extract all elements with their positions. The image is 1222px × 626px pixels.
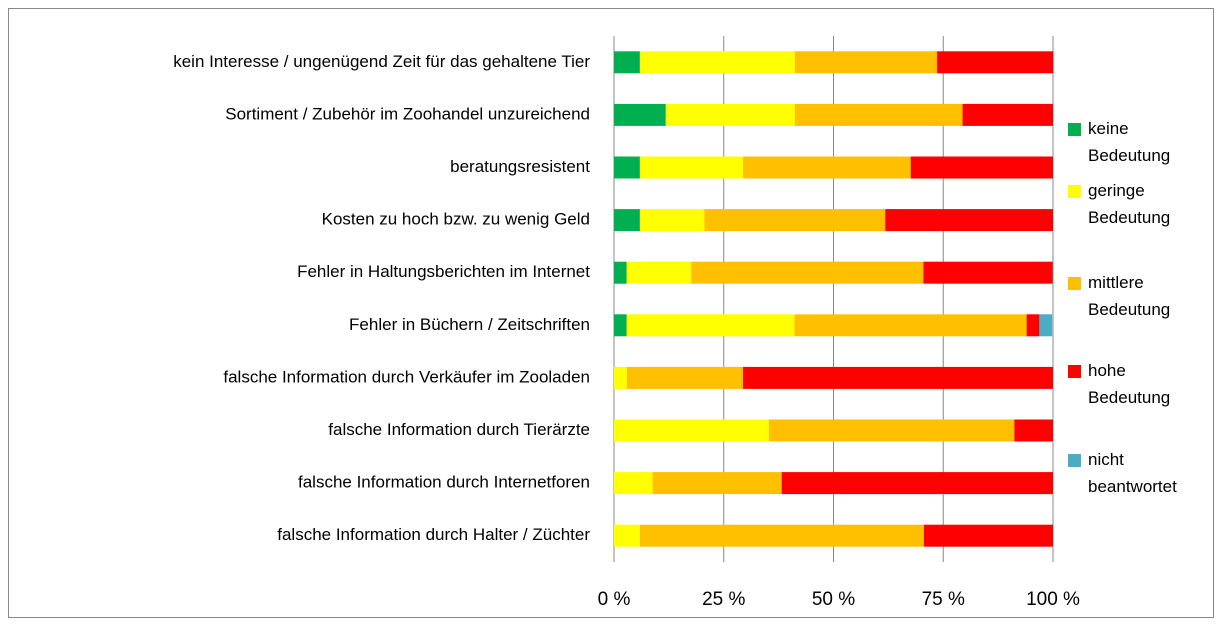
legend-swatch [1068,123,1081,136]
bar-segment [1026,314,1040,337]
bar-segment [1039,314,1053,337]
bar-segment [665,103,795,126]
bar-segment [614,314,627,337]
x-tick-label: 50 % [812,589,855,610]
legend-label: keine Bedeutung [1088,119,1170,165]
bar-segment [768,419,1015,442]
bar-segment [652,472,782,495]
y-tick-label: Kosten zu hoch bzw. zu wenig Geld [322,210,590,229]
y-tick-label: falsche Information durch Internetforen [298,473,590,492]
bar-segment [614,524,640,547]
bar-segment [923,261,1053,284]
x-tick-label: 100 % [1026,589,1080,610]
bar-segment [794,51,938,74]
y-tick-label: falsche Information durch Verkäufer im Z… [223,367,590,386]
x-tick-label: 75 % [922,589,965,610]
bar-segment [626,314,795,337]
bar-segment [923,524,1053,547]
y-tick-label: falsche Information durch Halter / Zücht… [277,525,590,544]
bar-segment [639,524,924,547]
bar-segment [614,419,769,442]
y-tick-label: falsche Information durch Tierärzte [328,420,590,439]
legend-swatch [1068,277,1081,290]
bar-segment [614,103,666,126]
bar-segment [614,472,653,495]
y-tick-label: beratungsresistent [450,157,590,176]
bar-segment [743,156,911,179]
bar-segment [639,51,795,74]
bar-segment [626,366,744,389]
x-tick-label: 0 % [598,589,631,610]
bar-segment [743,366,1053,389]
legend-swatch [1068,365,1081,378]
bar-segment [962,103,1053,126]
bar-segment [794,103,963,126]
bar-segment [614,156,640,179]
bar-segment [614,261,627,284]
y-tick-label: Fehler in Haltungsberichten im Internet [297,262,590,281]
bar-segment [1014,419,1053,442]
legend-label: hohe Bedeutung [1088,361,1170,407]
bar-segment [639,156,744,179]
legend-swatch [1068,185,1081,198]
bar-segment [691,261,924,284]
y-tick-label: Fehler in Büchern / Zeitschriften [349,315,590,334]
bar-segment [910,156,1053,179]
bar-segment [781,472,1053,495]
bar-segment [794,314,1027,337]
bar-segment [614,209,640,232]
y-tick-label: kein Interesse / ungenügend Zeit für das… [173,52,590,71]
y-tick-label: Sortiment / Zubehör im Zoohandel unzurei… [225,104,590,123]
legend-swatch [1068,454,1081,467]
bar-segment [639,209,705,232]
bar-segment [626,261,692,284]
legend-label: mittlere Bedeutung [1088,273,1170,319]
legend-label: nicht beantwortet [1088,450,1177,496]
bar-segment [614,366,627,389]
bar-segment [937,51,1054,74]
legend-label: geringe Bedeutung [1088,181,1170,227]
bar-segment [614,51,640,74]
bar-segment [885,209,1053,232]
x-tick-label: 25 % [702,589,745,610]
bar-segment [704,209,886,232]
